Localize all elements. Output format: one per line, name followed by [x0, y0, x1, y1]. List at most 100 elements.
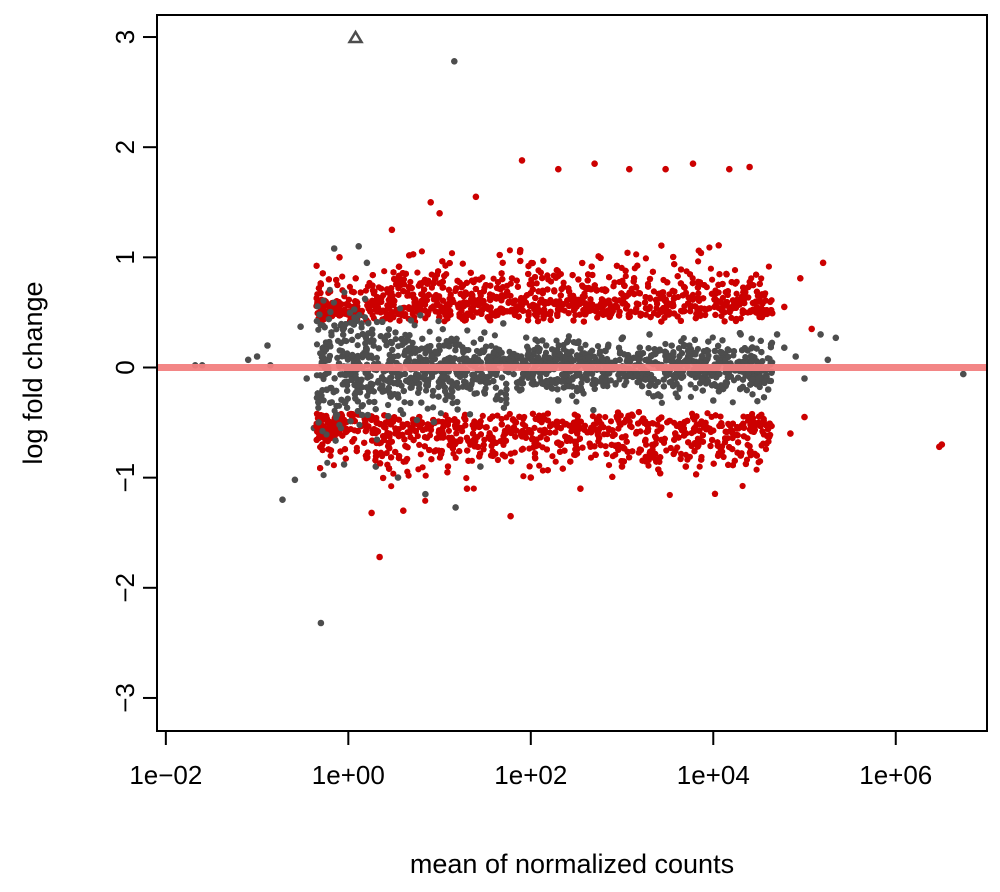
data-point	[431, 293, 438, 300]
data-point	[710, 460, 717, 467]
data-point	[560, 279, 567, 286]
data-point	[616, 312, 623, 319]
data-point	[711, 303, 718, 311]
data-point	[744, 441, 751, 448]
data-point	[520, 473, 527, 480]
data-point	[445, 416, 452, 423]
data-point	[695, 282, 702, 289]
data-point	[475, 301, 482, 309]
data-point	[960, 370, 967, 378]
data-point	[391, 297, 398, 304]
data-point	[584, 277, 591, 284]
data-point	[711, 490, 719, 497]
data-point	[439, 258, 446, 265]
data-point	[741, 293, 749, 300]
data-point	[394, 474, 402, 481]
data-point	[707, 265, 715, 272]
data-point	[506, 247, 513, 254]
data-point	[425, 291, 432, 298]
data-point	[440, 284, 447, 291]
data-point	[642, 294, 649, 301]
data-point	[388, 454, 395, 461]
data-point	[819, 259, 827, 267]
data-point	[516, 413, 523, 420]
data-point	[264, 342, 271, 349]
data-point	[494, 309, 501, 317]
data-point	[584, 429, 591, 436]
data-point	[463, 291, 470, 298]
data-point	[726, 165, 733, 173]
data-point	[439, 418, 446, 426]
data-point	[460, 303, 467, 310]
data-point	[611, 296, 618, 303]
data-point	[404, 455, 411, 463]
data-point	[469, 422, 476, 429]
data-point	[717, 413, 724, 420]
data-point	[707, 442, 714, 450]
data-point	[572, 439, 579, 446]
data-point	[557, 442, 564, 449]
data-point	[624, 249, 631, 256]
data-point	[673, 433, 680, 440]
data-point	[529, 410, 537, 417]
data-point	[605, 462, 613, 469]
data-point	[477, 290, 484, 297]
data-point	[415, 466, 422, 473]
data-point	[760, 415, 767, 423]
data-point	[765, 263, 773, 270]
data-point	[390, 269, 397, 276]
data-point	[687, 393, 695, 400]
data-point	[567, 458, 574, 465]
data-point	[752, 422, 759, 429]
data-point	[694, 295, 702, 302]
data-point	[695, 290, 702, 297]
data-point	[592, 451, 599, 458]
data-point	[428, 271, 435, 278]
data-point	[373, 427, 380, 434]
data-point	[424, 405, 431, 412]
data-point	[537, 269, 545, 276]
data-point	[349, 438, 356, 445]
data-point	[397, 305, 404, 312]
data-point	[695, 258, 702, 265]
data-point	[753, 288, 761, 295]
data-point	[695, 442, 702, 449]
data-point	[618, 463, 626, 470]
data-point	[580, 294, 587, 301]
data-point	[597, 442, 604, 449]
data-point	[430, 404, 437, 411]
data-point	[808, 325, 815, 333]
data-point	[750, 282, 757, 289]
data-point	[319, 446, 326, 454]
data-point	[392, 425, 399, 432]
data-point	[396, 416, 403, 423]
data-point	[606, 300, 613, 307]
data-point	[653, 435, 660, 442]
data-point	[649, 268, 657, 275]
data-point	[670, 253, 677, 261]
data-point	[512, 433, 519, 440]
data-point	[651, 310, 658, 317]
data-point	[696, 436, 703, 443]
data-point	[607, 418, 615, 425]
data-point	[594, 419, 601, 426]
data-point	[757, 298, 765, 306]
data-point	[317, 412, 324, 419]
data-point	[354, 342, 361, 349]
data-point	[502, 437, 510, 444]
data-point	[682, 463, 690, 470]
data-point	[698, 456, 705, 463]
data-point	[693, 413, 700, 420]
data-point	[594, 343, 602, 350]
data-point	[764, 386, 772, 393]
data-point	[718, 307, 725, 314]
data-point	[464, 327, 471, 334]
data-point	[753, 466, 760, 473]
data-point	[565, 310, 572, 317]
data-point	[561, 447, 568, 454]
data-point	[502, 308, 509, 315]
data-point	[602, 443, 609, 450]
data-point	[427, 199, 435, 206]
data-point	[579, 259, 586, 267]
data-point	[639, 457, 646, 464]
